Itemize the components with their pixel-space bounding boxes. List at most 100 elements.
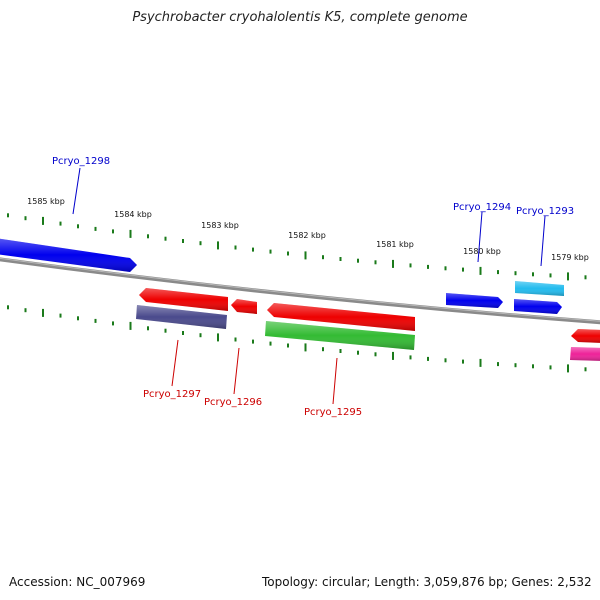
genome-backbone-highlight (0, 257, 600, 322)
minor-tick (357, 258, 359, 263)
minor-tick (7, 305, 9, 310)
minor-tick (199, 241, 202, 246)
minor-tick (77, 316, 79, 321)
gene-Pcryo_1297[interactable] (136, 305, 227, 329)
minor-tick (94, 318, 97, 323)
major-tick (129, 229, 132, 238)
leader-Pcryo_1297 (171, 339, 179, 387)
minor-tick (182, 331, 184, 335)
minor-tick (374, 352, 377, 357)
major-tick (42, 216, 44, 225)
gene-Pcryo_1298[interactable] (0, 238, 137, 272)
minor-tick (199, 333, 202, 338)
minor-tick (234, 337, 237, 342)
major-tick (304, 343, 307, 352)
leader-Pcryo_1298 (72, 167, 81, 215)
lower-scale-ticks (7, 305, 587, 373)
minor-tick (514, 363, 517, 368)
gene-Pcryo_1294[interactable] (446, 293, 503, 308)
minor-tick (339, 257, 342, 261)
minor-tick (287, 343, 289, 348)
tick-label-1583: 1583 kbp (201, 221, 239, 230)
gene-Pcryo_1293-cyan[interactable] (515, 281, 564, 296)
leader-Pcryo_1296 (233, 347, 240, 395)
genome-summary-text: Topology: circular; Length: 3,059,876 bp… (262, 575, 592, 589)
minor-tick (532, 272, 534, 277)
gene-red-right[interactable] (571, 329, 600, 343)
minor-tick (549, 273, 552, 278)
minor-tick (427, 264, 429, 269)
minor-tick (514, 271, 517, 276)
tick-label-1585: 1585 kbp (27, 197, 65, 206)
minor-tick (357, 350, 359, 355)
minor-tick (24, 216, 27, 221)
minor-tick (24, 308, 27, 313)
minor-tick (252, 247, 254, 252)
minor-tick (497, 270, 499, 275)
minor-tick (234, 245, 237, 250)
minor-tick (409, 263, 412, 268)
minor-tick (77, 224, 79, 229)
accession-text: Accession: NC_007969 (9, 575, 146, 589)
major-tick (217, 333, 219, 342)
tick-label-1580: 1580 kbp (463, 247, 501, 256)
minor-tick (94, 226, 97, 231)
major-tick (479, 266, 482, 275)
major-tick (567, 272, 569, 281)
minor-tick (532, 364, 534, 369)
label-Pcryo_1298[interactable]: Pcryo_1298 (52, 156, 110, 167)
minor-tick (497, 362, 499, 367)
minor-tick (409, 355, 412, 360)
gene-Pcryo_1293-blue[interactable] (514, 299, 562, 314)
minor-tick (427, 356, 429, 361)
major-tick (42, 308, 44, 317)
major-tick (479, 358, 482, 367)
minor-tick (584, 367, 587, 372)
minor-tick (269, 249, 272, 254)
minor-tick (322, 347, 324, 352)
upper-scale-ticks (7, 213, 587, 281)
tick-label-1579: 1579 kbp (551, 253, 589, 262)
minor-tick (147, 234, 149, 239)
label-Pcryo_1297[interactable]: Pcryo_1297 (143, 389, 201, 400)
leader-Pcryo_1294 (477, 211, 483, 263)
minor-tick (164, 328, 167, 333)
gene-red-1[interactable] (139, 288, 228, 311)
major-tick (567, 364, 569, 373)
minor-tick (339, 349, 342, 353)
major-tick (304, 251, 307, 260)
minor-tick (374, 260, 377, 265)
minor-tick (112, 321, 114, 326)
gene-Pcryo_1295[interactable] (265, 321, 415, 350)
minor-tick (462, 359, 464, 364)
minor-tick (287, 251, 289, 256)
label-Pcryo_1295[interactable]: Pcryo_1295 (304, 407, 362, 418)
gene-red-2[interactable] (231, 299, 257, 314)
minor-tick (147, 326, 149, 331)
minor-tick (322, 255, 324, 260)
minor-tick (182, 239, 184, 243)
minor-tick (7, 213, 9, 218)
gene-red-3[interactable] (267, 303, 415, 331)
label-Pcryo_1293[interactable]: Pcryo_1293 (516, 206, 574, 217)
minor-tick (444, 358, 447, 363)
tick-label-1582: 1582 kbp (288, 231, 326, 240)
leader-Pcryo_1295 (332, 357, 338, 405)
minor-tick (584, 275, 587, 280)
major-tick (392, 351, 394, 360)
tick-label-1584: 1584 kbp (114, 210, 152, 219)
label-Pcryo_1296[interactable]: Pcryo_1296 (204, 397, 262, 408)
minor-tick (164, 236, 167, 241)
label-Pcryo_1294[interactable]: Pcryo_1294 (453, 202, 511, 213)
major-tick (392, 259, 394, 268)
minor-tick (112, 229, 114, 234)
leader-Pcryo_1293 (540, 215, 546, 267)
minor-tick (444, 266, 447, 271)
tick-label-1581: 1581 kbp (376, 240, 414, 249)
minor-tick (59, 221, 62, 226)
gene-pink-right[interactable] (570, 347, 600, 361)
map-title: Psychrobacter cryohalolentis K5, complet… (132, 10, 468, 25)
major-tick (129, 321, 132, 330)
minor-tick (59, 313, 62, 318)
